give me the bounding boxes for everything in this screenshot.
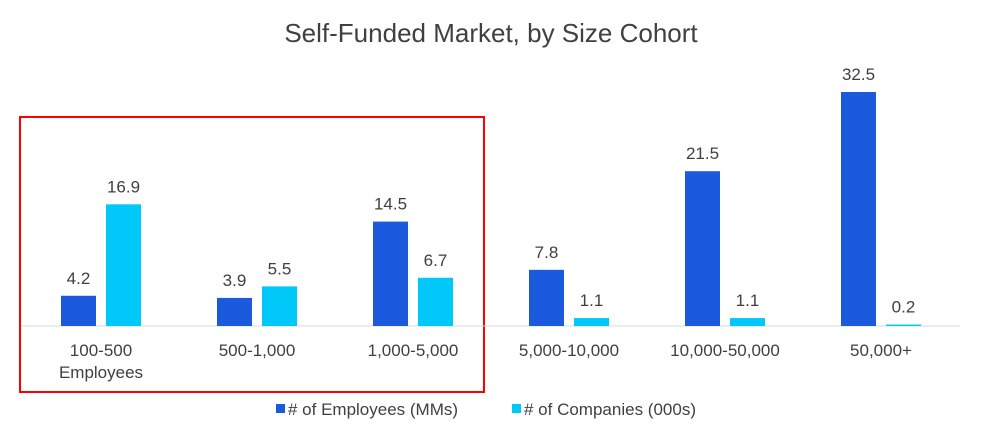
legend-swatch <box>276 404 285 413</box>
legend-label: # of Companies (000s) <box>524 400 696 419</box>
x-tick-label: 500-1,000 <box>219 341 296 360</box>
data-label: 1.1 <box>736 291 760 310</box>
bar-companies <box>574 318 609 326</box>
chart-title: Self-Funded Market, by Size Cohort <box>284 18 698 48</box>
bar-employees <box>685 171 720 326</box>
data-label: 32.5 <box>842 65 875 84</box>
legend-label: # of Employees (MMs) <box>288 400 458 419</box>
highlight-box <box>19 116 485 393</box>
x-tick-label: 10,000-50,000 <box>670 341 780 360</box>
bar-employees <box>841 92 876 326</box>
legend-swatch <box>512 404 521 413</box>
data-label: 4.2 <box>67 269 91 288</box>
data-label: 16.9 <box>107 177 140 196</box>
bar-employees <box>529 269 564 326</box>
data-label: 1.1 <box>580 291 604 310</box>
data-label: 7.8 <box>535 243 559 262</box>
x-tick-label: 50,000+ <box>850 341 912 360</box>
bar-companies <box>106 204 141 326</box>
bar-employees <box>217 297 252 326</box>
data-label: 3.9 <box>223 271 247 290</box>
x-tick-label: Employees <box>59 363 143 382</box>
data-label: 0.2 <box>892 298 916 317</box>
data-label: 5.5 <box>268 259 292 278</box>
bar-companies <box>730 318 765 326</box>
bar-companies <box>886 324 921 326</box>
data-label: 6.7 <box>424 251 448 270</box>
x-tick-label: 5,000-10,000 <box>519 341 619 360</box>
bar-companies <box>262 286 297 326</box>
x-tick-label: 100-500 <box>70 341 132 360</box>
bar-companies <box>418 277 453 326</box>
bar-employees <box>61 295 96 326</box>
x-tick-label: 1,000-5,000 <box>368 341 459 360</box>
data-label: 14.5 <box>374 195 407 214</box>
bar-employees <box>373 221 408 326</box>
data-label: 21.5 <box>686 144 719 163</box>
